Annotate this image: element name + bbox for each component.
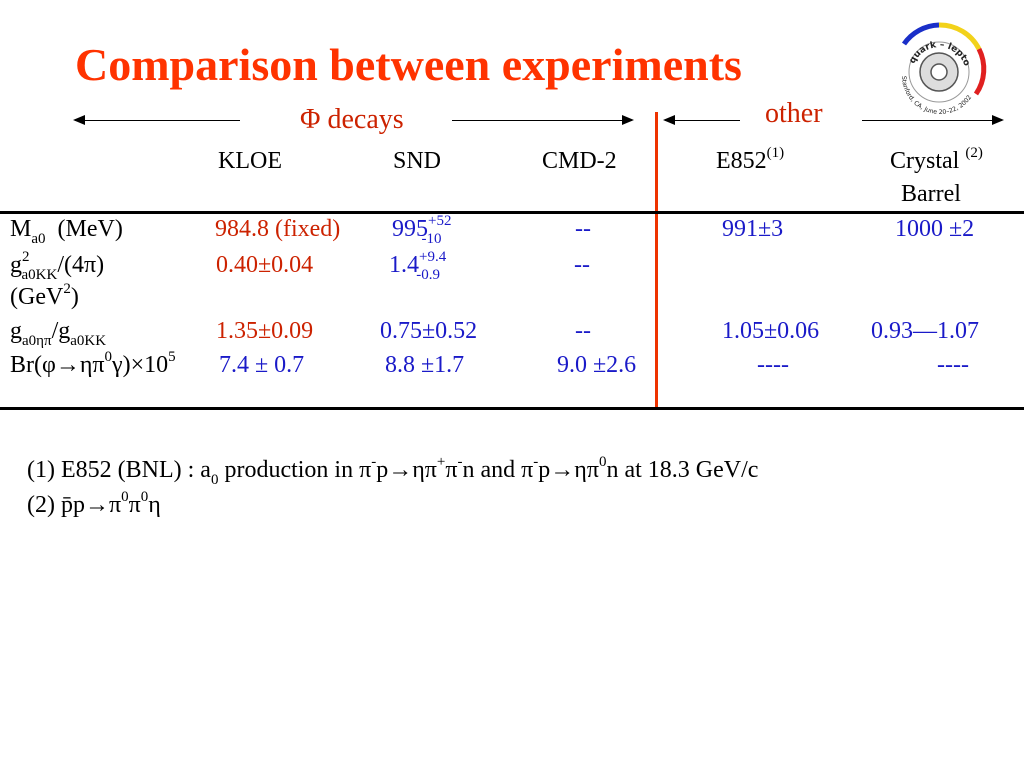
col-header-cmd2: CMD-2 — [542, 148, 617, 174]
ratio-e852: 1.05±0.06 — [722, 318, 820, 344]
crystal-ref: (2) — [965, 145, 983, 161]
crystal-name: Crystal — [890, 148, 960, 174]
col-header-e852: E852(1) — [716, 145, 785, 175]
row-label-coupling: g2a0KK/(4π) — [10, 249, 105, 283]
br-cmd2: 9.0 ±2.6 — [557, 352, 637, 378]
row-label-ratio: ga0ηπ/ga0KK — [10, 318, 107, 349]
br-e852: ---- — [757, 352, 789, 378]
row-label-coupling-unit: (GeV2) — [10, 281, 79, 310]
ratio-cmd2: -- — [575, 318, 591, 344]
logo-graphic: quark – lepton Stanford, CA, June 20–22,… — [881, 7, 991, 121]
e852-name: E852 — [716, 148, 767, 174]
row-label-br: Br(φ→ηπ0γ)×105 — [10, 349, 176, 378]
section-divider — [655, 112, 658, 410]
ratio-kloe: 1.35±0.09 — [216, 318, 314, 344]
col-header-kloe: KLOE — [218, 148, 282, 174]
footnote-2: (2) p̄p→π0π0η — [27, 489, 161, 518]
mass-cmd2: -- — [575, 216, 591, 242]
col-header-snd: SND — [393, 148, 442, 174]
mass-e852: 991±3 — [722, 216, 784, 242]
other-right-arrow — [862, 115, 1004, 125]
page-title: Comparison between experiments — [75, 39, 742, 90]
other-left-arrow — [663, 115, 740, 125]
table-bottom-rule — [0, 407, 1024, 410]
ratio-crystal: 0.93—1.07 — [871, 318, 979, 344]
mass-kloe: 984.8 (fixed) — [215, 216, 341, 242]
br-kloe: 7.4 ± 0.7 — [219, 352, 305, 378]
col-header-crystal: Crystal (2) — [890, 145, 983, 175]
e852-ref: (1) — [766, 145, 785, 161]
phi-decays-label: Φ decays — [300, 104, 404, 135]
coupling-snd: 1.4+9.4-0.9 — [389, 249, 447, 283]
phi-right-arrow — [452, 115, 634, 125]
ratio-snd: 0.75±0.52 — [380, 318, 478, 344]
table-top-rule — [0, 211, 1024, 214]
coupling-cmd2: -- — [574, 252, 590, 278]
coupling-kloe: 0.40±0.04 — [216, 252, 314, 278]
col-header-crystal-line2: Barrel — [901, 181, 961, 207]
other-label: other — [765, 98, 823, 129]
conference-logo: quark – lepton Stanford, CA, June 20–22,… — [881, 7, 994, 124]
footnote-1: (1) E852 (BNL) : a0 production in π-p→ηπ… — [27, 454, 759, 488]
mass-crystal: 1000 ±2 — [895, 216, 975, 242]
br-snd: 8.8 ±1.7 — [385, 352, 465, 378]
row-label-mass: Ma0 (MeV) — [10, 216, 123, 247]
mass-snd: 995+52-10 — [392, 213, 452, 247]
br-crystal: ---- — [937, 352, 969, 378]
phi-left-arrow — [73, 115, 240, 125]
